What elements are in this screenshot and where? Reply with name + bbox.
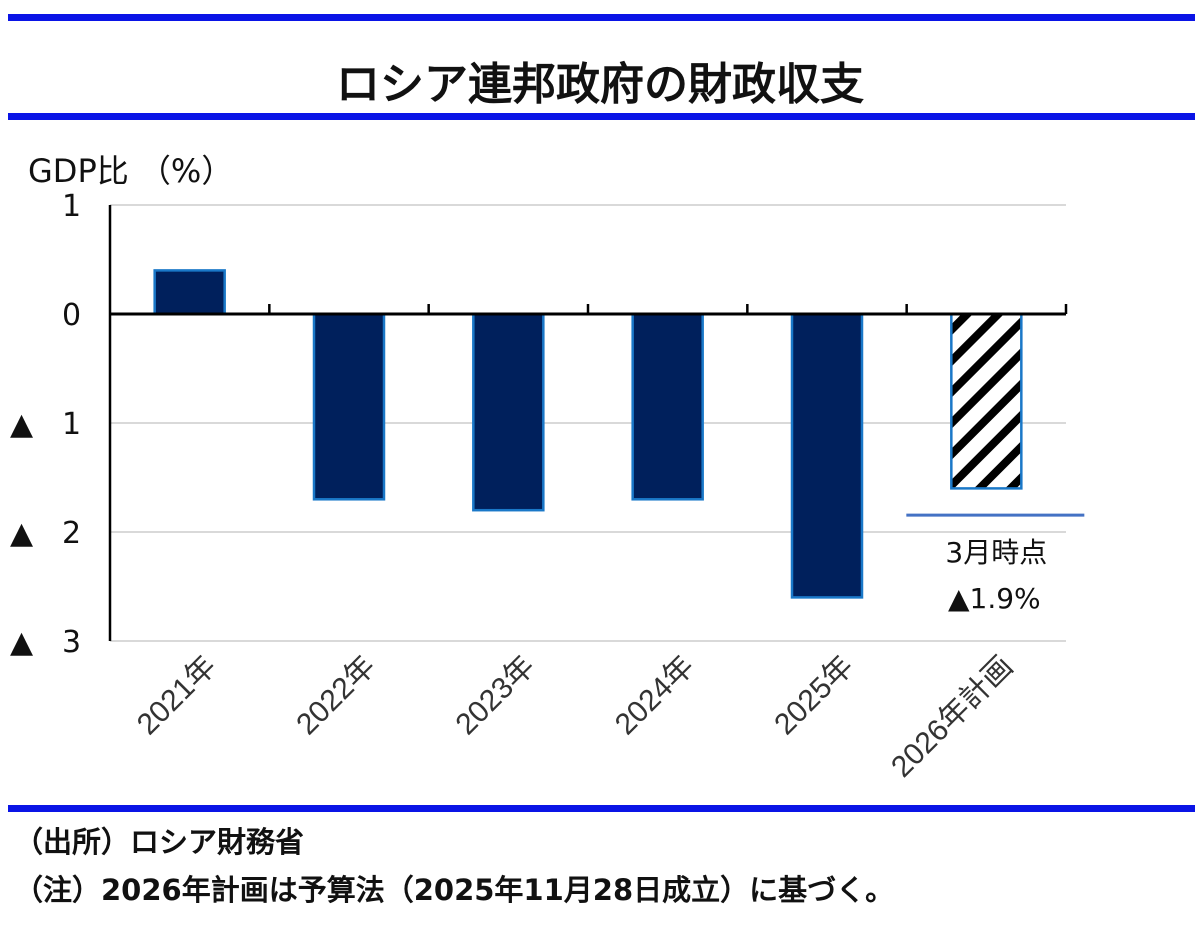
- x-tick-label: 2025年: [768, 650, 860, 742]
- x-tick-label: 2023年: [450, 650, 542, 742]
- bar: [631, 312, 704, 501]
- y-tick-label: ▲ 3: [10, 625, 81, 660]
- bar: [790, 312, 864, 599]
- x-tick-label: 2021年: [131, 650, 223, 742]
- reference-value-label: ▲1.9%: [948, 582, 1041, 615]
- chart-title: ロシア連邦政府の財政収支: [336, 59, 864, 110]
- y-tick-label: ▲ 1: [10, 407, 81, 442]
- x-tick-label: 2024年: [609, 650, 701, 742]
- top-rule: [8, 14, 1195, 21]
- bar: [153, 269, 226, 316]
- y-tick-label: 1: [62, 189, 81, 224]
- footer-rule: [8, 805, 1195, 812]
- reference-label: 3月時点: [945, 536, 1047, 569]
- y-axis-label: GDP比 （%）: [28, 152, 234, 190]
- footnote: （注）2026年計画は予算法（2025年11月28日成立）に基づく。: [14, 873, 895, 907]
- y-tick-label: 0: [62, 298, 81, 333]
- bar: [312, 312, 386, 501]
- x-tick-label: 2026年計画: [885, 650, 1019, 784]
- title-rule: [8, 113, 1195, 120]
- source-note: （出所）ロシア財務省: [14, 825, 305, 859]
- x-tick-label: 2022年: [290, 650, 382, 742]
- notes: （出所）ロシア財務省 （注）2026年計画は予算法（2025年11月28日成立）…: [14, 818, 894, 914]
- y-tick-label: ▲ 2: [10, 516, 81, 551]
- bar: [472, 312, 545, 512]
- bar: [950, 312, 1023, 490]
